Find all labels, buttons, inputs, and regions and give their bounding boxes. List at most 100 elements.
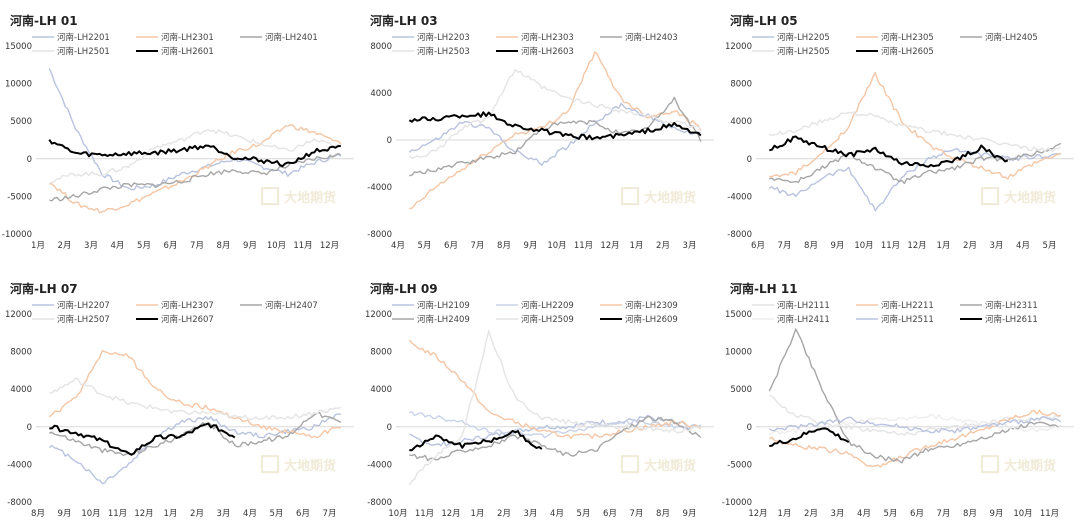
x-tick-label: 6月 xyxy=(603,509,617,519)
x-tick-label: 3月 xyxy=(683,241,697,251)
legend-label: 河南-LH2405 xyxy=(985,32,1038,43)
series-line xyxy=(48,68,342,191)
x-tick-label: 11月 xyxy=(293,241,312,251)
watermark-text: 大地期货 xyxy=(644,190,696,206)
legend-label: 河南-LH2411 xyxy=(777,314,830,325)
x-tick-label: 1月 xyxy=(31,241,45,251)
x-tick-label: 4月 xyxy=(857,509,871,519)
legend-label: 河南-LH2609 xyxy=(625,314,678,325)
x-tick-label: 4月 xyxy=(111,241,125,251)
series-line xyxy=(409,415,702,462)
legend-label: 河南-LH2409 xyxy=(417,314,470,325)
x-tick-label: 3月 xyxy=(84,241,98,251)
legend-label: 河南-LH2309 xyxy=(625,300,678,311)
legend-label: 河南-LH2209 xyxy=(521,300,574,311)
y-tick-label: -8000 xyxy=(367,498,392,508)
x-tick-label: 6月 xyxy=(296,509,310,519)
y-tick-label: -8000 xyxy=(727,230,752,240)
chart-title: 河南-LH 11 xyxy=(729,281,798,296)
legend-label: 河南-LH2505 xyxy=(777,46,830,57)
watermark-logo xyxy=(981,455,1000,474)
x-tick-label: 11月 xyxy=(574,241,593,251)
x-tick-label: 1月 xyxy=(164,509,178,519)
x-tick-label: 9月 xyxy=(524,241,538,251)
x-tick-label: 11月 xyxy=(108,509,127,519)
legend-label: 河南-LH2305 xyxy=(881,32,934,43)
watermark-text: 大地期货 xyxy=(284,190,336,206)
chart-title: 河南-LH 03 xyxy=(369,13,438,28)
x-tick-label: 7月 xyxy=(471,241,485,251)
x-tick-label: 10月 xyxy=(854,241,873,251)
x-tick-label: 5月 xyxy=(137,241,151,251)
legend-label: 河南-LH2301 xyxy=(161,32,214,43)
series-line xyxy=(48,128,342,185)
watermark-logo xyxy=(261,455,280,474)
legend-label: 河南-LH2207 xyxy=(57,300,110,311)
series-line xyxy=(769,142,1062,185)
legend-label: 河南-LH2205 xyxy=(777,32,830,43)
y-tick-label: 15000 xyxy=(725,310,752,320)
series-line xyxy=(769,427,850,447)
y-tick-label: 8000 xyxy=(730,80,752,90)
y-tick-label: -8000 xyxy=(7,498,32,508)
series-line xyxy=(408,330,701,486)
x-tick-label: 8月 xyxy=(497,241,511,251)
x-tick-label: 4月 xyxy=(550,509,564,519)
x-tick-label: 2月 xyxy=(190,509,204,519)
watermark-logo xyxy=(621,187,640,206)
x-tick-label: 12月 xyxy=(441,509,460,519)
x-tick-label: 7月 xyxy=(630,509,644,519)
x-tick-label: 5月 xyxy=(884,509,898,519)
x-tick-label: 2月 xyxy=(497,509,511,519)
x-tick-label: 12月 xyxy=(320,241,339,251)
y-tick-label: -10000 xyxy=(722,498,752,508)
legend-label: 河南-LH2603 xyxy=(521,46,574,57)
x-tick-label: 1月 xyxy=(630,241,644,251)
chart-title: 河南-LH 01 xyxy=(9,13,78,28)
y-tick-label: 4000 xyxy=(370,385,392,395)
y-tick-label: 5000 xyxy=(10,117,32,127)
x-tick-label: 4月 xyxy=(1016,241,1030,251)
chart-title: 河南-LH 09 xyxy=(369,281,438,296)
y-tick-label: -8000 xyxy=(367,230,392,240)
y-tick-label: 4000 xyxy=(10,385,32,395)
y-tick-label: 0 xyxy=(387,423,392,433)
x-tick-label: 1月 xyxy=(471,509,485,519)
series-line xyxy=(48,349,341,439)
y-tick-label: -10000 xyxy=(2,230,32,240)
y-tick-label: -5000 xyxy=(727,460,752,470)
x-tick-label: 10月 xyxy=(81,509,100,519)
chart-title: 河南-LH 07 xyxy=(9,281,78,296)
series-line xyxy=(408,339,702,440)
y-tick-label: 8000 xyxy=(370,348,392,358)
x-tick-label: 2月 xyxy=(58,241,72,251)
y-tick-label: 8000 xyxy=(10,348,32,358)
series-line xyxy=(768,111,1062,153)
x-tick-label: 8月 xyxy=(656,509,670,519)
x-tick-label: 1月 xyxy=(778,509,792,519)
legend-label: 河南-LH2211 xyxy=(881,300,934,311)
legend-label: 河南-LH2503 xyxy=(417,46,470,57)
series-line xyxy=(768,409,1061,468)
x-tick-label: 4月 xyxy=(243,509,257,519)
series-line xyxy=(408,102,701,166)
y-tick-label: 10000 xyxy=(725,348,752,358)
x-tick-label: 11月 xyxy=(1040,509,1059,519)
x-tick-label: 7月 xyxy=(937,509,951,519)
watermark-text: 大地期货 xyxy=(644,458,696,474)
legend-label: 河南-LH2203 xyxy=(417,32,470,43)
x-tick-label: 10月 xyxy=(547,241,566,251)
y-tick-label: 4000 xyxy=(370,89,392,99)
x-tick-label: 2月 xyxy=(804,509,818,519)
x-tick-label: 9月 xyxy=(990,509,1004,519)
series-line xyxy=(49,411,342,457)
y-tick-label: 12000 xyxy=(5,310,32,320)
series-line xyxy=(409,429,543,452)
x-tick-label: 12月 xyxy=(600,241,619,251)
legend-label: 河南-LH2509 xyxy=(521,314,574,325)
y-tick-label: -5000 xyxy=(7,192,32,202)
